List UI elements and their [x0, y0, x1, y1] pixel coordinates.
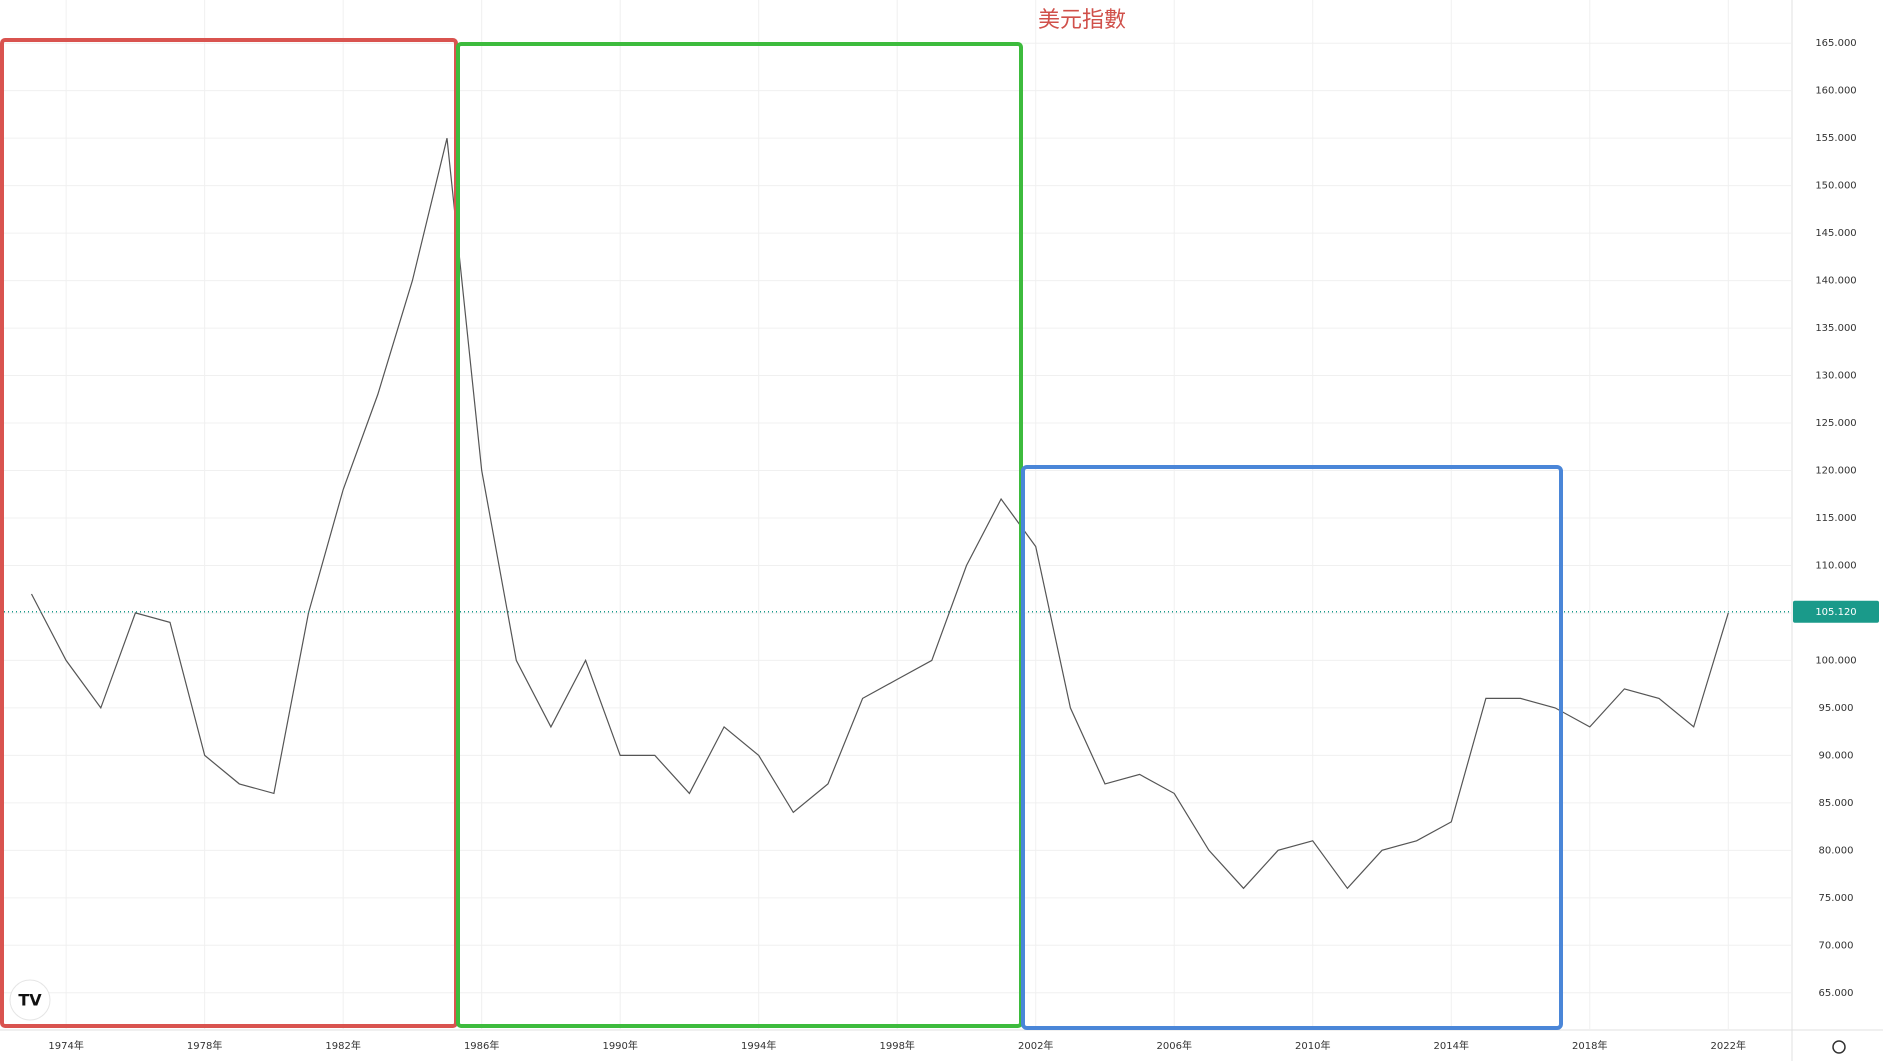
y-tick-label: 155.000 — [1815, 133, 1856, 144]
y-tick-label: 125.000 — [1815, 418, 1856, 429]
plot — [0, 138, 1792, 890]
y-tick-label: 90.000 — [1819, 750, 1854, 761]
chart-title: 美元指數 — [1038, 8, 1126, 33]
x-tick-label: 2022年 — [1711, 1039, 1746, 1052]
y-tick-label: 135.000 — [1815, 323, 1856, 334]
y-tick-label: 120.000 — [1815, 466, 1856, 477]
y-tick-label: 140.000 — [1815, 276, 1856, 287]
y-tick-label: 85.000 — [1819, 798, 1854, 809]
price-line — [30, 138, 1729, 890]
x-tick-label: 2006年 — [1157, 1039, 1192, 1052]
logo: TV — [18, 991, 42, 1010]
x-tick-label: 1994年 — [741, 1039, 776, 1052]
x-tick-label: 1990年 — [602, 1039, 637, 1052]
logo-badge — [9, 979, 51, 1021]
y-tick-label: 150.000 — [1815, 181, 1856, 192]
y-tick-label: 160.000 — [1815, 86, 1856, 97]
y-tick-label: 70.000 — [1819, 940, 1854, 951]
x-tick-label: 2002年 — [1018, 1039, 1053, 1052]
x-tick-label: 1998年 — [879, 1039, 914, 1052]
y-tick-label: 65.000 — [1819, 988, 1854, 999]
x-tick-label: 1982年 — [325, 1039, 360, 1052]
x-tick-label: 1974年 — [48, 1039, 83, 1052]
y-tick-label: 80.000 — [1819, 845, 1854, 856]
x-tick-label: 1986年 — [464, 1039, 499, 1052]
x-tick-label: 2014年 — [1434, 1039, 1469, 1052]
y-tick-label: 95.000 — [1819, 703, 1854, 714]
y-tick-label: 75.000 — [1819, 893, 1854, 904]
current-price-badge — [1793, 600, 1879, 623]
grid — [0, 0, 1792, 1030]
y-tick-label: 115.000 — [1815, 513, 1856, 524]
y-tick-label: 145.000 — [1815, 228, 1856, 239]
settings-icon[interactable] — [1832, 1040, 1846, 1054]
current-price-label: 105.120 — [1815, 607, 1856, 618]
x-tick-label: 2018年 — [1572, 1039, 1607, 1052]
y-tick-label: 130.000 — [1815, 371, 1856, 382]
axes: 65.000 70.000 75.000 80.000 85.000 90.000 95.0… — [48, 38, 1879, 1052]
annotation-box-blue — [1021, 465, 1563, 1030]
y-tick-label: 165.000 — [1815, 38, 1856, 49]
x-tick-label: 2010年 — [1295, 1039, 1330, 1052]
y-tick-label: 110.000 — [1815, 560, 1856, 571]
y-tick-label: 100.000 — [1815, 655, 1856, 666]
x-tick-label: 1978年 — [187, 1039, 222, 1052]
